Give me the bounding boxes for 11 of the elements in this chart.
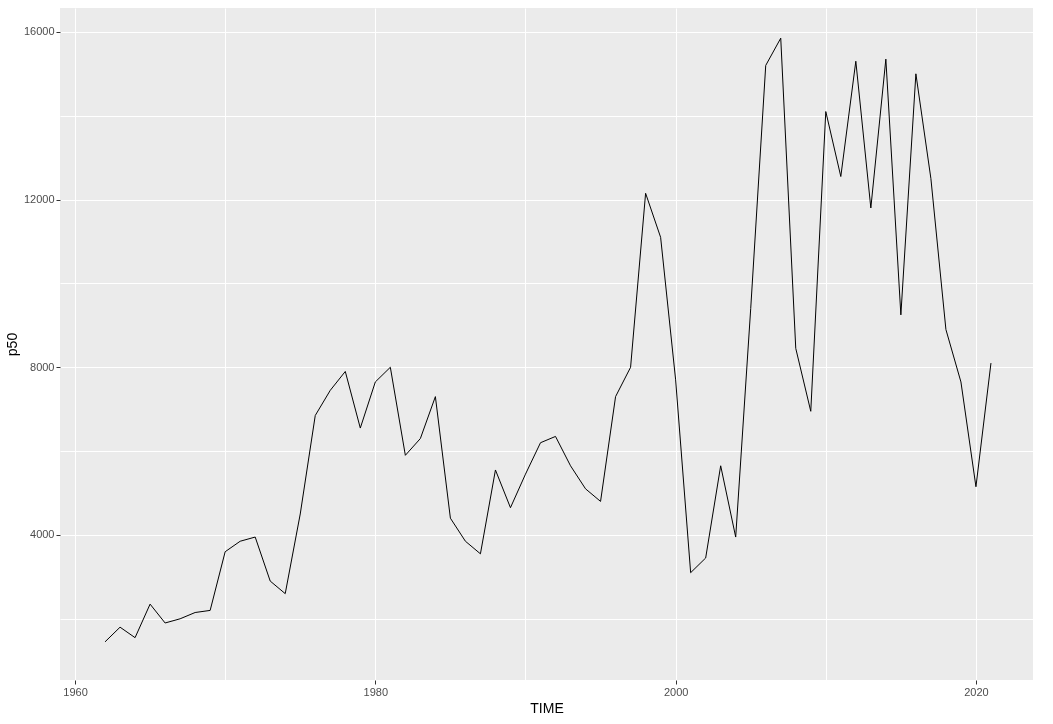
y-tick-label: 8000	[30, 360, 55, 373]
y-tick-label: 12000	[23, 193, 55, 206]
x-axis-title: TIME	[530, 699, 564, 716]
x-tick-label: 2000	[663, 685, 689, 698]
line-series	[104, 37, 992, 643]
y-tick-label: 4000	[30, 528, 55, 541]
x-tick-label: 1960	[63, 685, 88, 698]
y-tick-label: 16000	[23, 25, 55, 38]
x-tick-label: 2020	[964, 685, 989, 698]
x-tick-label: 1980	[363, 685, 389, 698]
y-axis-title: p50	[3, 332, 20, 357]
